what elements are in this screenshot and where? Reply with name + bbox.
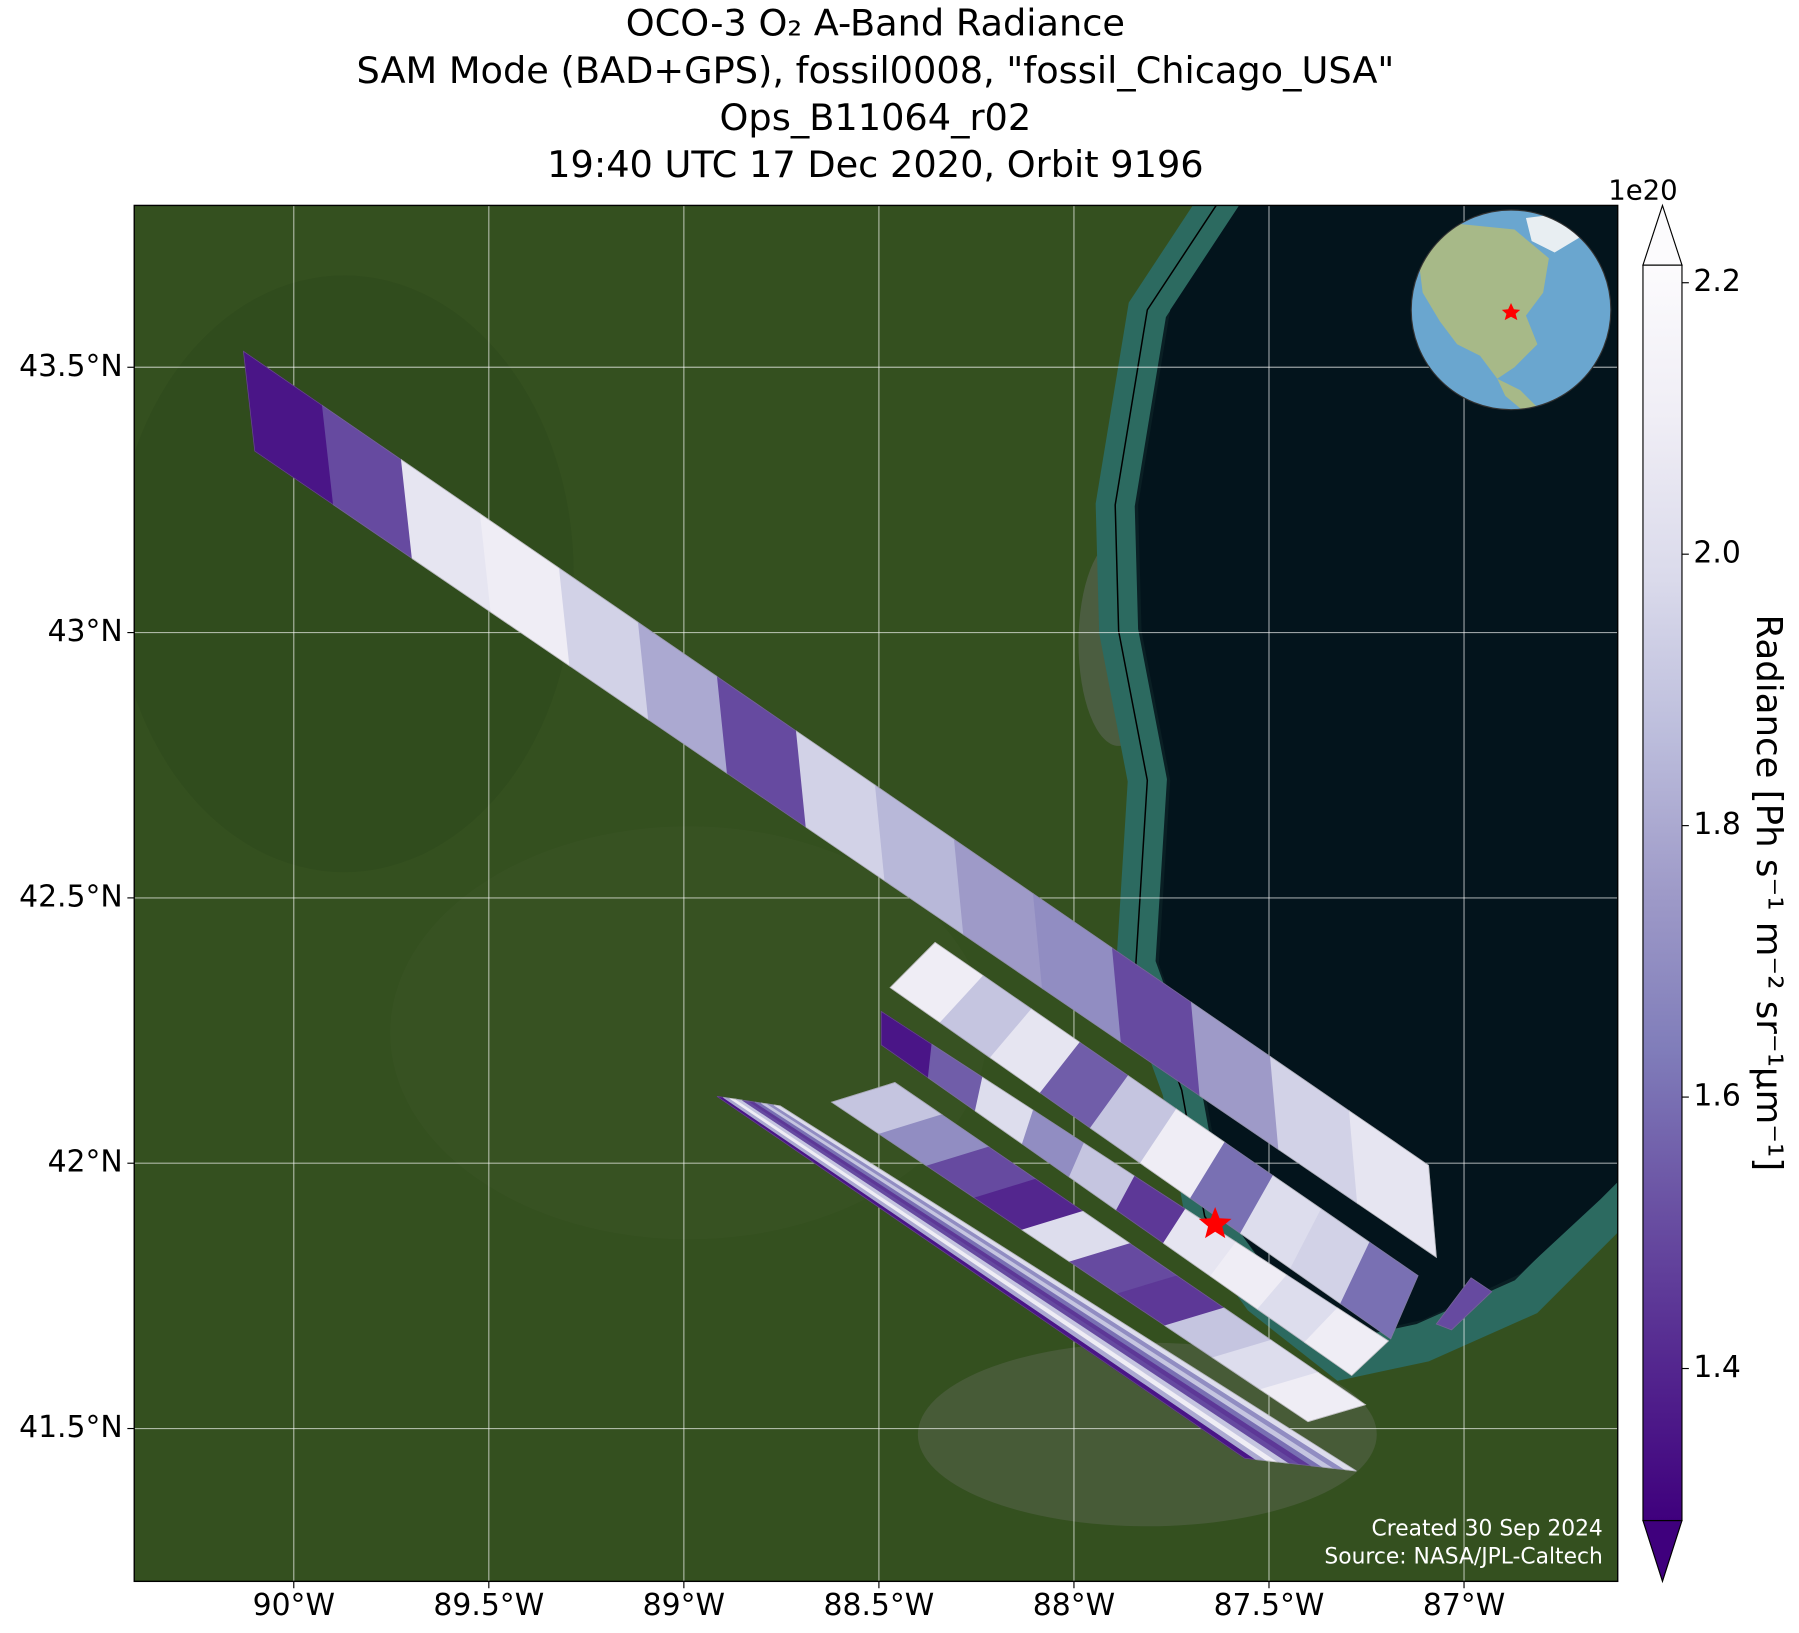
colorbar-frame bbox=[1642, 264, 1683, 1522]
credit-note: Created 30 Sep 2024 bbox=[1371, 1517, 1602, 1542]
swath-outline bbox=[889, 942, 1419, 1340]
colorbar-tick-label: 2.2 bbox=[1693, 264, 1740, 299]
y-tick-label: 42°N bbox=[48, 1145, 123, 1180]
grid bbox=[134, 205, 1618, 1582]
colorbar-tick-label: 1.6 bbox=[1693, 1079, 1740, 1114]
colorbar-tick-label: 1.4 bbox=[1693, 1350, 1740, 1385]
x-tick-label: 87°W bbox=[1423, 1588, 1505, 1623]
y-tick-label: 43.5°N bbox=[19, 349, 123, 384]
swaths bbox=[242, 350, 1493, 1472]
chart-title: 19:40 UTC 17 Dec 2020, Orbit 9196 bbox=[547, 143, 1204, 186]
land-texture bbox=[134, 275, 574, 873]
globe-star bbox=[1501, 302, 1521, 321]
x-tick-label: 89°W bbox=[643, 1588, 725, 1623]
colorbar-extend-min bbox=[1642, 1519, 1683, 1584]
swath-outline bbox=[830, 1082, 1367, 1423]
chart-title: SAM Mode (BAD+GPS), fossil0008, "fossil_… bbox=[356, 49, 1394, 92]
y-tick-label: 42.5°N bbox=[19, 879, 123, 914]
land-texture bbox=[390, 826, 987, 1240]
colorbar-extend-max bbox=[1642, 203, 1683, 266]
swath-outline bbox=[243, 350, 1437, 1258]
swath-outline bbox=[1435, 1277, 1493, 1331]
x-tick-label: 88°W bbox=[1033, 1588, 1115, 1623]
swath-outline bbox=[716, 1096, 1357, 1472]
globe-land bbox=[1497, 378, 1538, 410]
chart-title: OCO-3 O₂ A-Band Radiance bbox=[626, 2, 1125, 45]
x-tick-label: 89.5°W bbox=[433, 1588, 544, 1623]
colorbar bbox=[1642, 265, 1682, 1521]
globe-outline bbox=[1410, 209, 1612, 411]
site-marker bbox=[1198, 1207, 1232, 1239]
x-tick-label: 88.5°W bbox=[823, 1588, 934, 1623]
credit-note: Source: NASA/JPL-Caltech bbox=[1324, 1544, 1602, 1569]
colorbar-exponent: 1e20 bbox=[1608, 175, 1677, 207]
colorbar-tick-label: 1.8 bbox=[1693, 807, 1740, 842]
x-tick-label: 87.5°W bbox=[1214, 1588, 1325, 1623]
y-tick-label: 41.5°N bbox=[19, 1410, 123, 1445]
map-frame bbox=[133, 204, 1619, 1583]
basemap bbox=[134, 205, 1618, 1582]
y-tick-label: 43°N bbox=[48, 614, 123, 649]
colorbar-tick-label: 2.0 bbox=[1693, 536, 1740, 571]
chart-title: Ops_B11064_r02 bbox=[720, 96, 1032, 139]
colorbar-label: Radiance [Ph s⁻¹ m⁻² sr⁻¹μm⁻¹] bbox=[1748, 614, 1789, 1171]
globe-land bbox=[1416, 223, 1549, 379]
x-tick-label: 90°W bbox=[253, 1588, 335, 1623]
